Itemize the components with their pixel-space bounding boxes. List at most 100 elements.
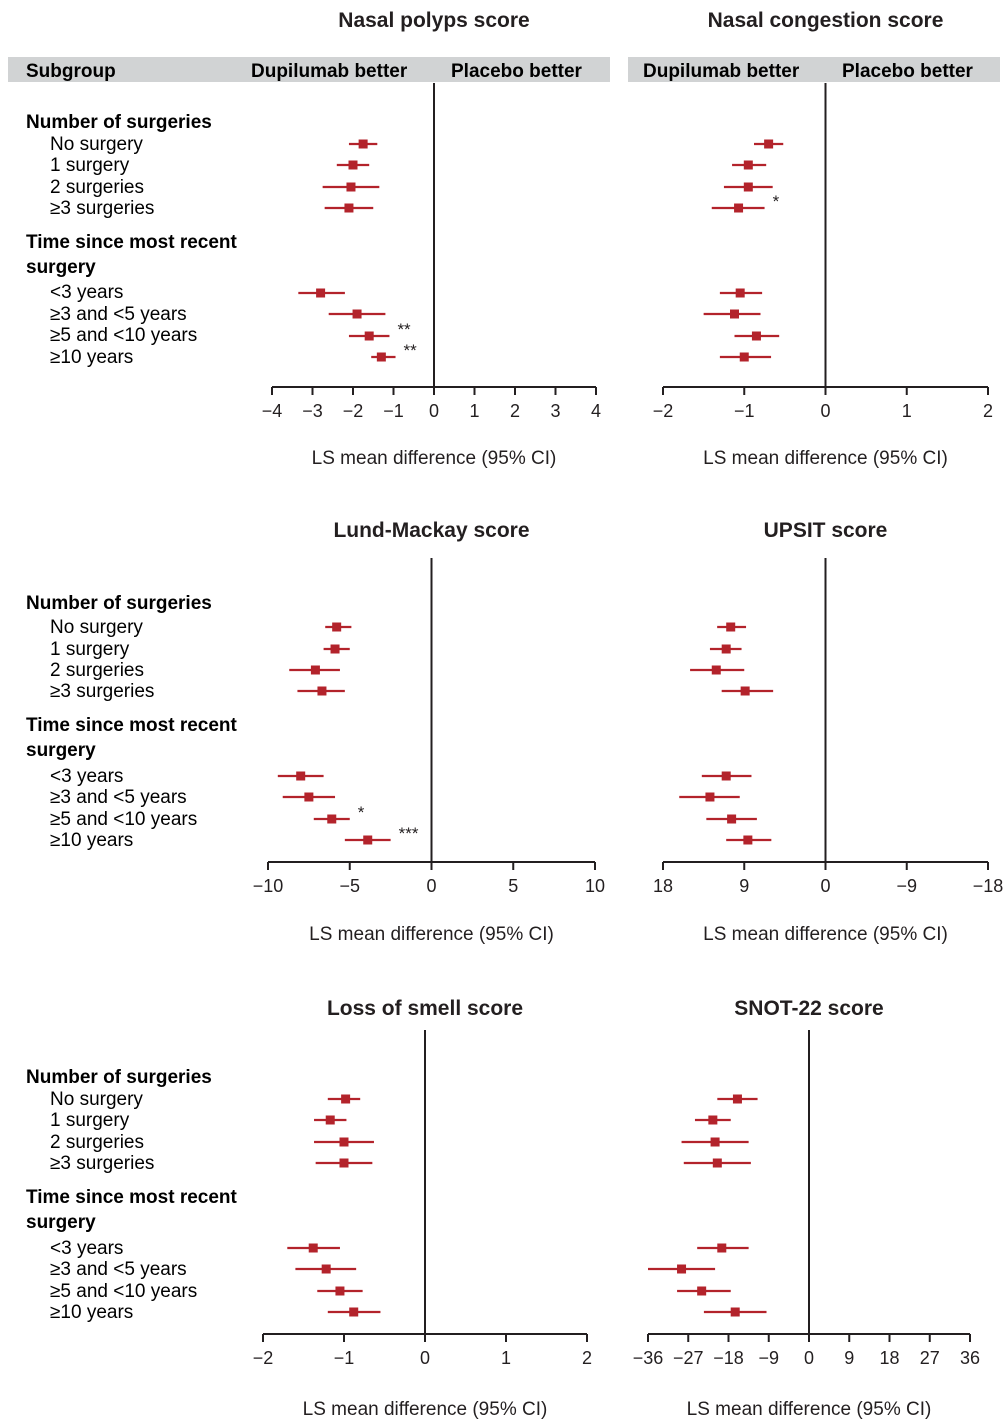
point-estimate-1-surgery [348,160,358,170]
row-label-10plus-years: ≥10 years [50,1302,133,1323]
significance-marker-gte-10-years: *** [399,824,419,843]
row-labels-block-3: Number of surgeries No surgery 1 surgery… [26,1067,238,1323]
header-subgroup: Subgroup [26,61,116,82]
header-right-placebo-better: Placebo better [842,61,974,82]
panel-nasal-congestion-score: Nasal congestion score −2 −1 0 1 2 LS mean dif… [653,9,993,469]
point-estimate-gte-5-and-lt-10-years [364,331,374,341]
x-tick-label: 0 [820,401,830,421]
point-estimate-gte-5-and-lt-10-years [697,1286,707,1296]
row-label-5-to-10-years: ≥5 and <10 years [50,809,197,830]
row-labels-block-1: Number of surgeries No surgery 1 surgery… [26,112,238,368]
x-axis-label: LS mean difference (95% CI) [312,448,557,469]
x-tick-label: −5 [339,876,360,896]
row-labels-block-2: Number of surgeries No surgery 1 surgery… [26,593,238,851]
row-label-5-to-10-years: ≥5 and <10 years [50,1281,197,1302]
point-estimate-lt-3-years [296,771,306,781]
x-tick-label: 1 [469,401,479,421]
x-tick-label: −1 [334,1348,355,1368]
x-tick-label: 1 [902,401,912,421]
x-tick-label: 0 [820,876,830,896]
group-label-time-since-line2: surgery [26,257,96,278]
row-label-3plus-surgeries: ≥3 surgeries [50,681,154,702]
row-label-1-surgery: 1 surgery [50,1110,130,1131]
row-label-10plus-years: ≥10 years [50,347,133,368]
significance-marker-gte-5-and-lt-10-years: * [358,803,365,822]
point-estimate-gte-3-and-lt-5-years [677,1264,687,1274]
x-tick-label: 1 [501,1348,511,1368]
x-tick-label: −27 [673,1348,704,1368]
x-axis-label: LS mean difference (95% CI) [309,924,554,945]
point-estimate-gte-10-years [349,1307,359,1317]
row-label-no-surgery: No surgery [50,1089,143,1110]
point-estimate-gte-5-and-lt-10-years [751,331,761,341]
row-label-2-surgeries: 2 surgeries [50,1132,144,1153]
header-bar-left [8,57,610,82]
row-label-lt3-years: <3 years [50,282,123,303]
x-tick-label: 2 [582,1348,592,1368]
row-label-3plus-surgeries: ≥3 surgeries [50,198,154,219]
point-estimate-lt-3-years [735,288,745,298]
x-tick-label: 18 [653,876,673,896]
point-estimate-1-surgery [330,644,340,654]
point-estimate-no-surgery [732,1094,742,1104]
panel-snot-22-score: SNOT-22 score −36 −27 −18 −9 0 9 18 27 36 LS mean … [633,997,980,1419]
significance-marker-gte-5-and-lt-10-years: ** [397,320,411,339]
panel-nasal-polyps-score: Nasal polyps score −4 −3 −2 −1 0 1 2 3 4 LS mean d… [262,9,601,469]
point-estimate-lt-3-years [717,1243,727,1253]
significance-marker-gte-10-years: ** [404,341,418,360]
point-estimate-lt-3-years [308,1243,318,1253]
x-tick-label: 0 [804,1348,814,1368]
point-estimate-gte-10-years [376,352,386,362]
x-tick-label: 9 [739,876,749,896]
point-estimate-gte-3-and-lt-5-years [321,1264,331,1274]
x-tick-label: −2 [253,1348,274,1368]
x-axis-label: LS mean difference (95% CI) [687,1399,932,1419]
row-label-2-surgeries: 2 surgeries [50,177,144,198]
panel-title: Nasal polyps score [338,9,529,32]
row-label-no-surgery: No surgery [50,134,143,155]
panel-title: SNOT-22 score [734,997,883,1020]
group-label-time-since-line2: surgery [26,740,96,761]
x-tick-label: −9 [758,1348,779,1368]
point-estimate-gte-3-and-lt-5-years [705,792,715,802]
group-label-number-of-surgeries: Number of surgeries [26,593,212,614]
point-estimate-gte-5-and-lt-10-years [727,814,737,824]
x-tick-label: 4 [591,401,601,421]
point-estimate-gte-5-and-lt-10-years [327,814,337,824]
header-bar-right [628,57,1000,82]
x-tick-label: 0 [420,1348,430,1368]
point-estimate-gte-3-surgeries [712,1158,722,1168]
row-label-3-to-5-years: ≥3 and <5 years [50,304,187,325]
x-tick-label: 18 [879,1348,899,1368]
header-left-dupilumab-better: Dupilumab better [251,61,408,82]
row-label-lt3-years: <3 years [50,1238,123,1259]
point-estimate-2-surgeries [339,1137,349,1147]
x-tick-label: −18 [713,1348,744,1368]
point-estimate-gte-3-and-lt-5-years [730,309,739,319]
x-tick-label: 3 [550,401,560,421]
panel-title: UPSIT score [764,519,888,542]
row-label-1-surgery: 1 surgery [50,155,130,176]
x-tick-label: 27 [920,1348,940,1368]
row-label-1-surgery: 1 surgery [50,639,130,660]
row-label-3plus-surgeries: ≥3 surgeries [50,1153,154,1174]
x-tick-label: −9 [896,876,917,896]
point-estimate-no-surgery [341,1094,351,1104]
row-label-10plus-years: ≥10 years [50,830,133,851]
x-tick-label: 2 [510,401,520,421]
point-estimate-gte-3-surgeries [734,203,744,213]
point-estimate-gte-3-and-lt-5-years [304,792,314,802]
point-estimate-gte-10-years [743,835,753,845]
x-tick-label: −36 [633,1348,664,1368]
x-tick-label: 0 [429,401,439,421]
row-label-2-surgeries: 2 surgeries [50,660,144,681]
row-label-5-to-10-years: ≥5 and <10 years [50,325,197,346]
row-label-lt3-years: <3 years [50,766,123,787]
header-right-dupilumab-better: Dupilumab better [643,61,800,82]
x-axis-label: LS mean difference (95% CI) [703,448,948,469]
group-label-number-of-surgeries: Number of surgeries [26,1067,212,1088]
x-tick-label: −1 [383,401,404,421]
panel-title: Nasal congestion score [708,9,944,32]
group-label-time-since-line2: surgery [26,1212,96,1233]
